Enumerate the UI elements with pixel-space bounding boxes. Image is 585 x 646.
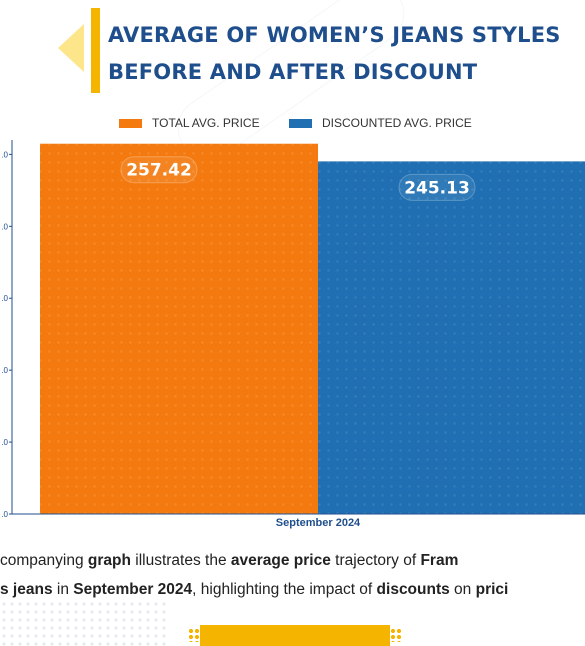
description-text: trajectory of	[330, 552, 421, 569]
bar-texture-discounted	[318, 161, 585, 514]
footer-notch-right	[390, 628, 402, 642]
description-emphasis: Fram	[420, 552, 459, 569]
y-tick-label: .0	[1, 438, 8, 447]
y-tick-label: .0	[1, 222, 8, 231]
legend-label-discounted: DISCOUNTED AVG. PRICE	[322, 116, 472, 130]
description-emphasis: prici	[475, 581, 509, 598]
bars-layer: 257.42 245.13	[40, 143, 585, 514]
legend-item-discounted: DISCOUNTED AVG. PRICE	[289, 116, 472, 130]
legend-label-total: TOTAL AVG. PRICE	[152, 116, 260, 130]
description-emphasis: average price	[230, 552, 331, 569]
chart-legend: TOTAL AVG. PRICE DISCOUNTED AVG. PRICE	[0, 116, 585, 134]
dot-pattern-decoration	[0, 600, 170, 646]
description-text: illustrates the	[130, 552, 231, 569]
chart-title-block: AVERAGE OF WOMEN’S JEANS STYLES BEFORE A…	[58, 8, 561, 96]
description-emphasis: discounts	[376, 581, 450, 598]
description-text: on	[449, 581, 476, 598]
data-label-total: 257.42	[126, 161, 192, 181]
description-text: companying	[0, 552, 88, 569]
x-category-label: September 2024	[276, 517, 361, 529]
legend-item-total: TOTAL AVG. PRICE	[119, 116, 260, 130]
chart-title-line-1: AVERAGE OF WOMEN’S JEANS STYLES	[108, 23, 561, 47]
y-tick-label: .0	[1, 510, 8, 519]
footer-notch-left	[188, 628, 200, 642]
chart-title-line-2: BEFORE AND AFTER DISCOUNT	[108, 60, 478, 84]
description-line-2: s jeans in September 2024, highlighting …	[0, 575, 585, 604]
footer-accent-bar	[200, 625, 390, 646]
y-tick-label: .0	[1, 150, 8, 159]
description-text: in	[52, 581, 74, 598]
title-accent-bar	[91, 8, 100, 93]
data-label-discounted: 245.13	[404, 178, 470, 198]
legend-swatch-discounted	[289, 118, 312, 128]
legend-swatch-total	[119, 118, 142, 128]
description-emphasis: graph	[87, 552, 131, 569]
y-tick-label: .0	[1, 366, 8, 375]
description-paragraph: companying graph illustrates the average…	[0, 546, 585, 604]
description-emphasis: September 2024	[73, 581, 193, 598]
description-text: , highlighting the impact of	[192, 581, 377, 598]
description-line-1: companying graph illustrates the average…	[0, 546, 585, 575]
chevron-decoration	[58, 24, 84, 72]
bar-texture-total	[40, 143, 318, 514]
description-emphasis: s jeans	[0, 581, 53, 598]
data-label-pill-discounted	[398, 173, 476, 201]
bar-chart: 257.42 245.13 .0 .0 .0 .0 .0 .0 September 2024	[1, 140, 585, 529]
y-tick-label: .0	[1, 294, 8, 303]
data-label-pill-total	[120, 156, 198, 184]
axis-layer: .0 .0 .0 .0 .0 .0 September 2024	[1, 140, 585, 529]
